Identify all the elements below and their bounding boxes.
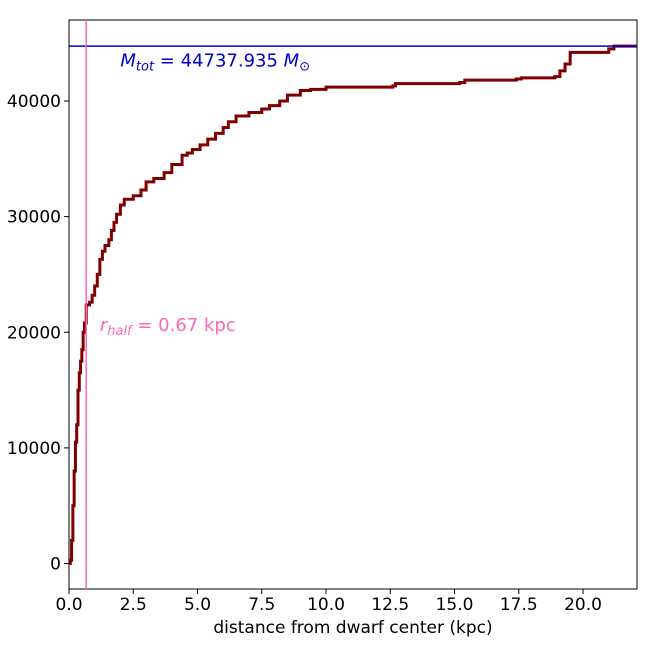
- x-axis-label: distance from dwarf center (kpc): [213, 618, 492, 638]
- total-mass-annotation: Mtot = 44737.935 M⊙: [120, 50, 310, 74]
- x-tick-label: 7.5: [248, 595, 275, 615]
- x-tick-label: 10.0: [307, 595, 345, 615]
- x-tick-label: 15.0: [436, 595, 474, 615]
- x-tick-label: 2.5: [120, 595, 147, 615]
- x-tick-label: 12.5: [371, 595, 409, 615]
- series-line-0: [69, 44, 637, 566]
- y-tick-label: 30000: [7, 208, 61, 228]
- y-tick-label: 20000: [7, 323, 61, 343]
- x-tick-label: 5.0: [184, 595, 211, 615]
- y-tick-label: 0: [50, 555, 61, 575]
- plot-frame: [68, 19, 638, 590]
- y-tick-label: 40000: [7, 92, 61, 112]
- y-tick-label: 10000: [7, 439, 61, 459]
- half-radius-annotation: rhalf = 0.67 kpc: [100, 315, 236, 339]
- x-tick-label: 20.0: [564, 595, 602, 615]
- x-tick-label: 0.0: [55, 595, 82, 615]
- x-tick-label: 17.5: [500, 595, 538, 615]
